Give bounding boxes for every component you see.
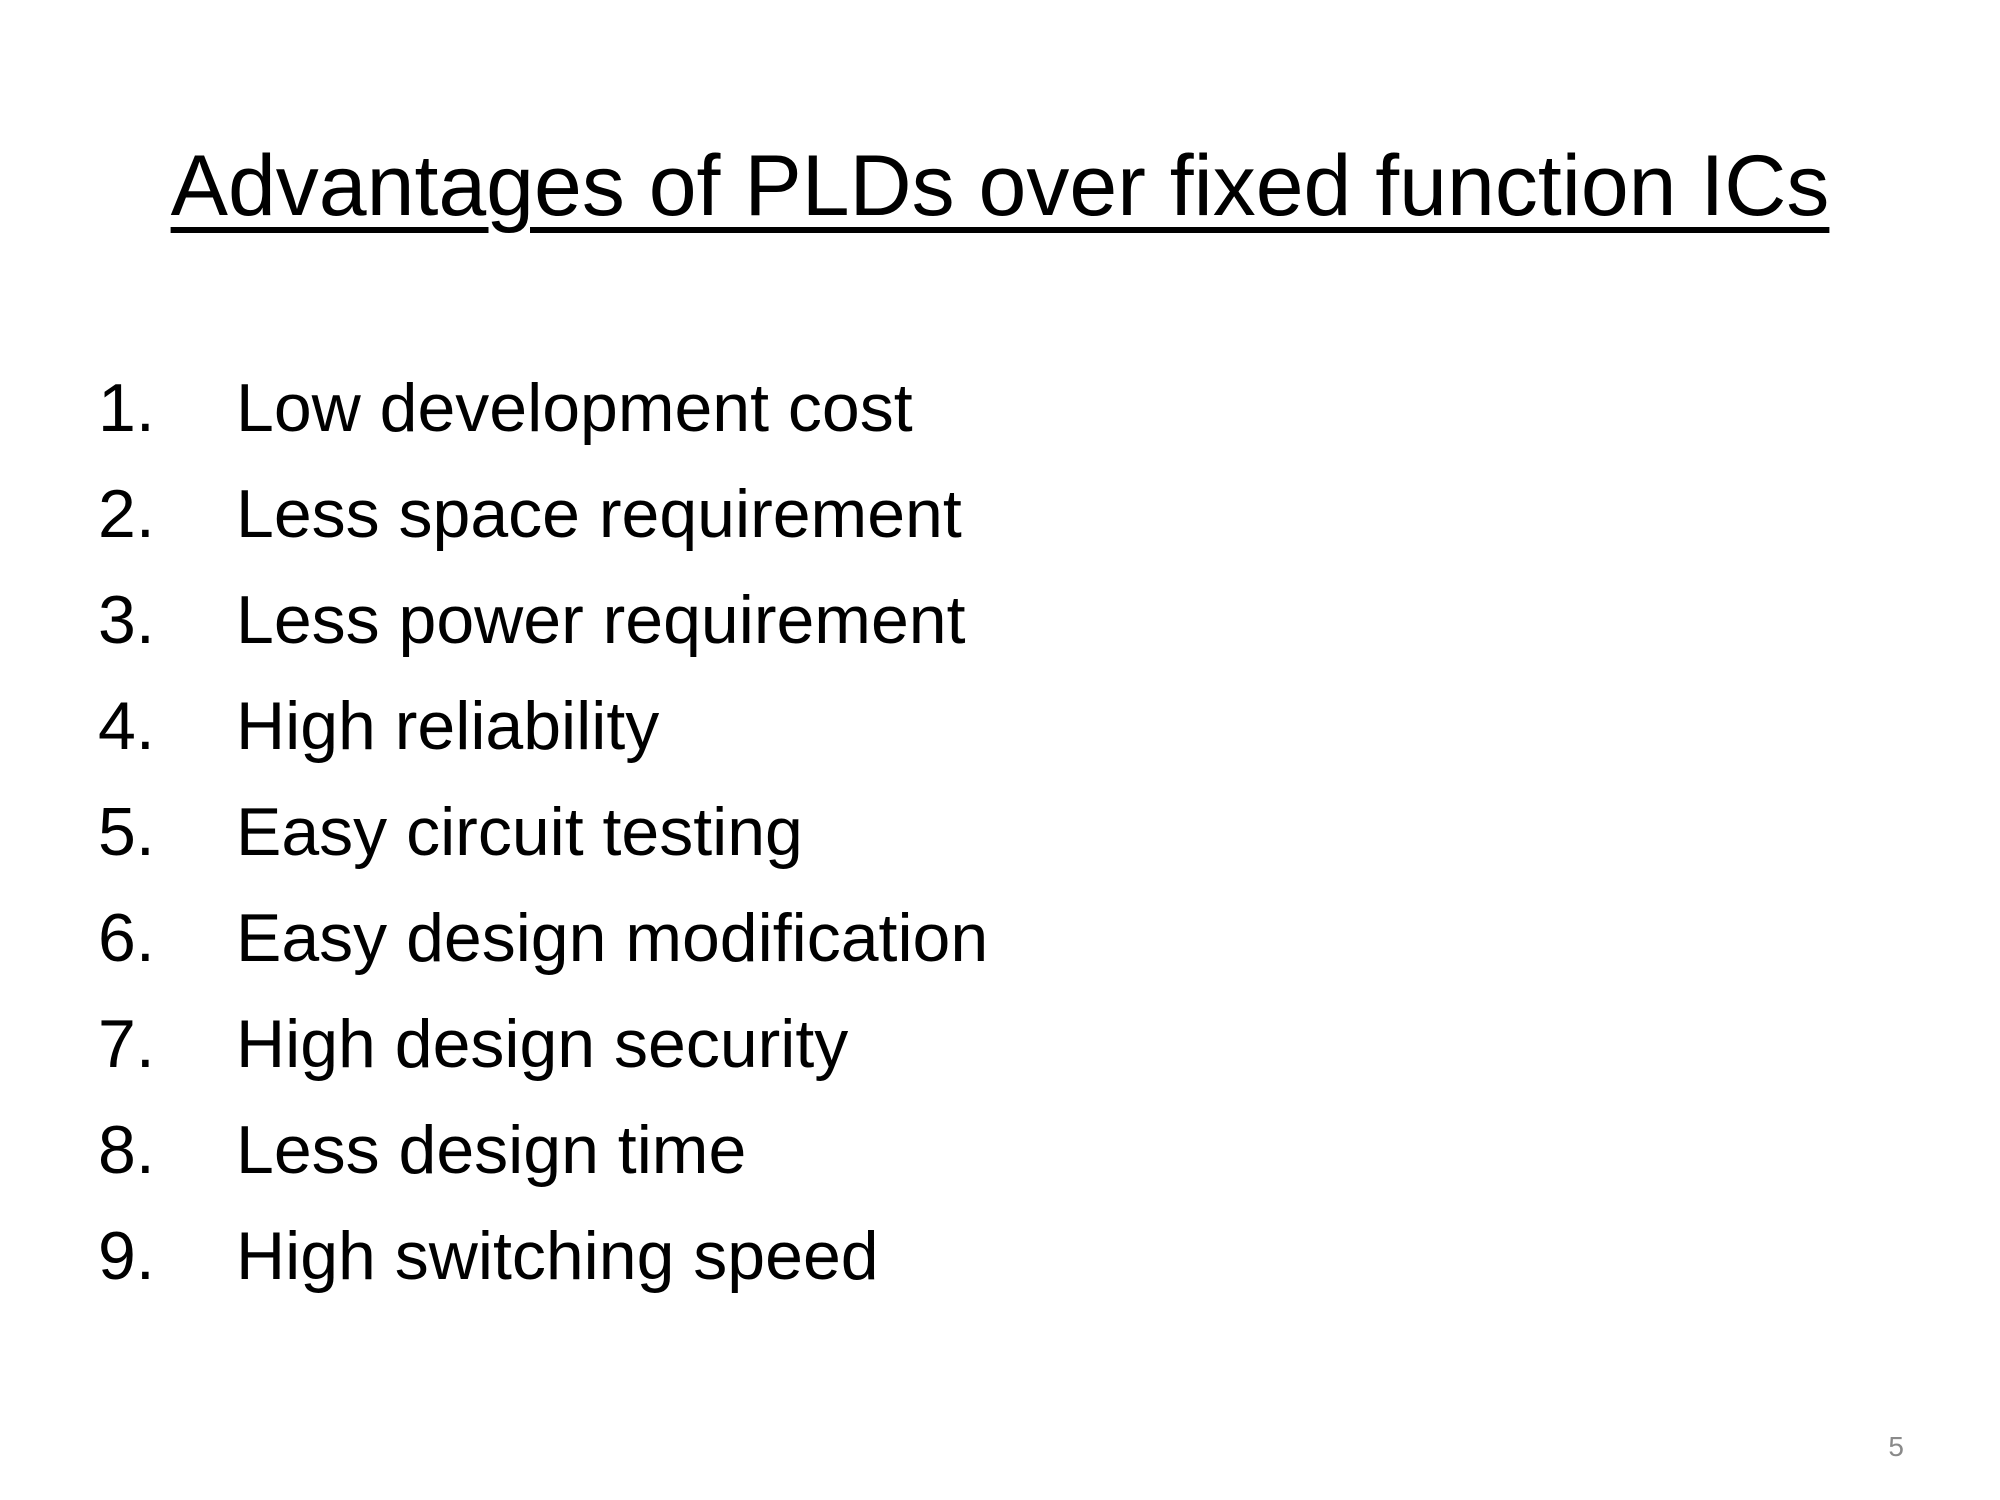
list-item: 3. Less power requirement — [0, 572, 1300, 668]
list-item: 2. Less space requirement — [0, 466, 1300, 562]
list-item-text: Low development cost — [236, 370, 913, 446]
list-item-number: 3. — [98, 582, 155, 658]
list-item: 9. High switching speed — [0, 1208, 1300, 1304]
list-item: 5. Easy circuit testing — [0, 784, 1300, 880]
list-item-number: 5. — [98, 794, 155, 870]
list-item-text: High reliability — [236, 688, 660, 764]
list-item-text: Less space requirement — [236, 476, 962, 552]
list-item-text: High design security — [236, 1006, 849, 1082]
list-item: 6. Easy design modification — [0, 890, 1300, 986]
list-item-text: Easy design modification — [236, 900, 989, 976]
list-item-text: High switching speed — [236, 1218, 879, 1294]
slide-title: Advantages of PLDs over fixed function I… — [170, 138, 1830, 234]
page-number: 5 — [1888, 1431, 1904, 1462]
list-item: 8. Less design time — [0, 1102, 1300, 1198]
list-item-number: 1. — [98, 370, 155, 446]
list-item: 1. Low development cost — [0, 360, 1300, 456]
list-item-number: 6. — [98, 900, 155, 976]
list-item: 7. High design security — [0, 996, 1300, 1092]
list-item-number: 9. — [98, 1218, 155, 1294]
list-item-number: 8. — [98, 1112, 155, 1188]
list-item-number: 2. — [98, 476, 155, 552]
list-item-number: 7. — [98, 1006, 155, 1082]
list-item-text: Easy circuit testing — [236, 794, 803, 870]
list-item: 4. High reliability — [0, 678, 1300, 774]
list-item-text: Less design time — [236, 1112, 747, 1188]
list-item-number: 4. — [98, 688, 155, 764]
list-item-text: Less power requirement — [236, 582, 966, 658]
